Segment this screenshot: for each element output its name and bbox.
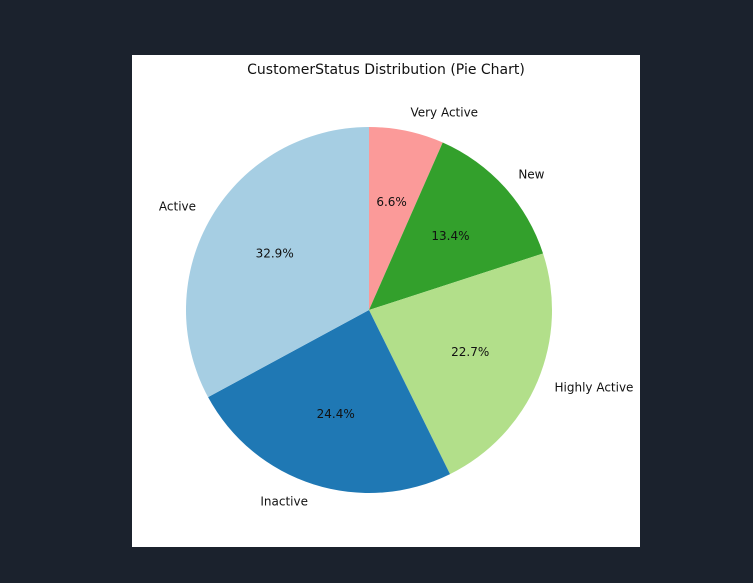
pie-labels: 6.6% Very Active 13.4% New 22.7% Highly Activ… — [159, 106, 634, 509]
chart-title: CustomerStatus Distribution (Pie Chart) — [247, 62, 525, 78]
pct-label-very-active: 6.6% — [376, 195, 407, 209]
pie-slice-new — [369, 142, 544, 310]
slice-label-active: Active — [159, 199, 196, 213]
pie-slice-active — [185, 127, 369, 398]
pct-label-highly-active: 22.7% — [451, 345, 489, 359]
slice-label-highly-active: Highly Active — [554, 381, 633, 395]
pie-slice-inactive — [208, 310, 451, 493]
pie-slices — [185, 127, 552, 493]
pct-label-inactive: 24.4% — [317, 407, 355, 421]
pie-slice-very-active — [369, 127, 443, 310]
pie-chart: 6.6% Very Active 13.4% New 22.7% Highly Activ… — [159, 106, 634, 509]
pie-slice-highly-active — [369, 253, 552, 475]
chart-panel: CustomerStatus Distribution (Pie Chart) … — [132, 55, 640, 547]
slice-label-inactive: Inactive — [260, 494, 308, 508]
pct-label-active: 32.9% — [256, 246, 294, 260]
slice-label-new: New — [518, 167, 544, 181]
pct-label-new: 13.4% — [431, 229, 469, 243]
slice-label-very-active: Very Active — [410, 106, 478, 120]
